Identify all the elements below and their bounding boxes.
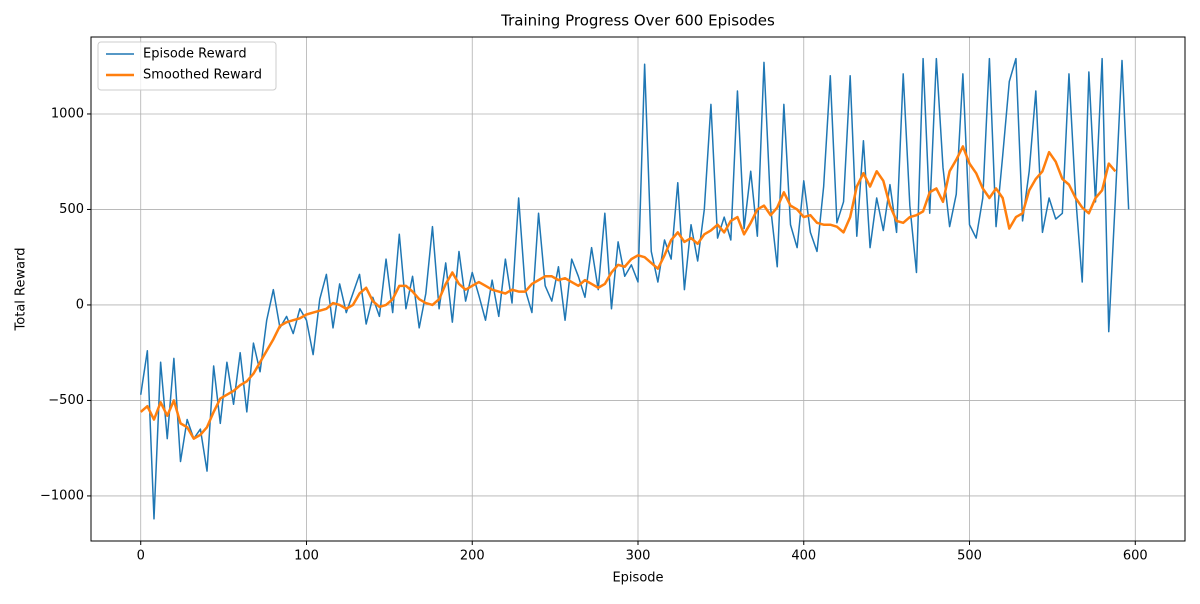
x-tick-label: 500	[957, 549, 982, 564]
x-tick-label: 0	[137, 549, 145, 564]
y-axis-label: Total Reward	[14, 248, 29, 332]
series-line	[139, 145, 1117, 440]
y-tick-label: −1000	[40, 488, 84, 503]
series-line	[139, 57, 1130, 520]
x-tick-label: 400	[791, 549, 816, 564]
legend-label: Episode Reward	[143, 47, 247, 62]
legend-box	[97, 41, 277, 91]
chart-title: Training Progress Over 600 Episodes	[500, 12, 775, 30]
y-tick-label: 0	[76, 297, 84, 312]
plot-frame	[90, 36, 1186, 542]
legend-label: Smoothed Reward	[143, 68, 262, 83]
y-tick-label: 500	[59, 202, 84, 217]
x-tick-label: 300	[626, 549, 651, 564]
y-tick-label: 1000	[51, 106, 84, 121]
x-tick-label: 600	[1123, 549, 1148, 564]
x-tick-label: 200	[460, 549, 485, 564]
x-axis-label: Episode	[612, 571, 663, 586]
y-tick-label: −500	[48, 393, 84, 408]
x-tick-label: 100	[294, 549, 319, 564]
